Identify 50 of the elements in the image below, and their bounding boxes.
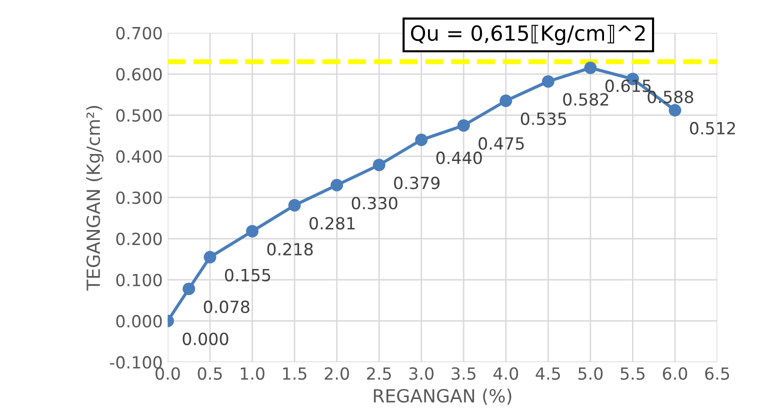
x-tick-label: 4.0 [493,367,518,380]
y-tick-label: 0.300 [116,191,162,204]
x-tick-label: 2.0 [324,367,349,380]
data-label: 0.155 [224,268,270,282]
y-tick-label: -0.100 [110,356,162,369]
data-label: 0.218 [267,242,313,256]
point [457,119,470,132]
y-tick-label: 0.600 [116,68,162,81]
x-tick-label: 3.5 [452,367,476,380]
point [288,199,301,212]
data-label: 0.512 [690,122,735,135]
data-label: 0.440 [436,152,482,164]
data-label: 0.000 [182,332,228,346]
x-tick-label: 6.0 [662,367,688,380]
data-label: 0.281 [310,216,355,230]
x-tick-label: 0.5 [198,367,222,380]
y-tick-label: 0.100 [116,274,162,286]
point [668,104,682,116]
point [415,134,428,146]
point [500,94,512,108]
data-label: 0.535 [520,112,566,126]
data-label: 0.379 [394,176,440,190]
point [372,158,386,172]
y-tick-label: 0.700 [116,26,162,40]
x-tick-label: 2.5 [367,367,391,380]
data-label: 0.330 [352,196,398,210]
y-tick-label: 0.000 [116,314,162,328]
x-tick-label: 4.5 [536,367,560,380]
point [182,282,196,296]
x-tick-label: 1.0 [240,367,264,380]
x-tick-label: 6.5 [705,367,730,380]
x-tick-label: 0.0 [156,367,180,380]
x-tick-label: 5.0 [578,367,603,380]
data-label: 0.582 [563,93,608,106]
y-tick-label: 0.500 [116,109,162,122]
data-label: 0.078 [204,300,250,314]
point [584,62,597,74]
x-axis-title: REGANGAN (%) [374,388,512,405]
x-tick-label: 5.5 [620,367,645,380]
y-tick-label: 0.200 [116,232,162,246]
point [246,224,259,238]
y-tick-label: 0.400 [116,150,162,163]
point [204,250,216,264]
data-label: 0.475 [478,137,524,150]
x-tick-label: 3.0 [409,367,434,380]
point [542,75,554,88]
x-tick-label: 1.5 [283,367,306,380]
y-axis-title: TEGANGAN (Kg/cm²) [86,106,104,291]
annotation: Qu = 0,615⟦Kg/cm⟧^2 [411,24,645,46]
point [330,178,344,192]
